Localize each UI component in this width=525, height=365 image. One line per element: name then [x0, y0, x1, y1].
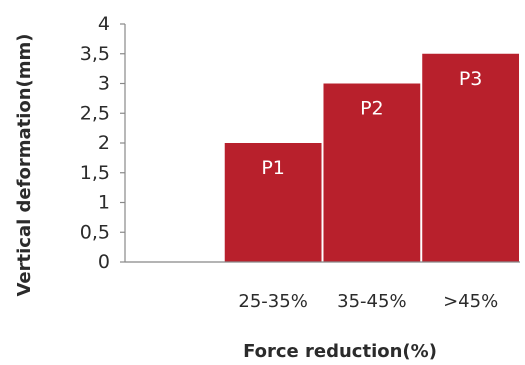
x-axis-category-labels: 25-35% 35-45% >45%: [238, 291, 498, 312]
y-tick-label: 2: [98, 132, 110, 154]
x-category-label: 35-45%: [337, 291, 406, 312]
bars: P1 P2 P3: [224, 53, 520, 262]
y-tick-label: 3: [98, 73, 110, 95]
y-tick-label: 3,5: [80, 43, 110, 65]
y-tick-label: 4: [98, 13, 110, 35]
y-tick-label: 2,5: [80, 102, 110, 124]
bar-p3: [422, 53, 520, 262]
y-tick-label: 0,5: [80, 221, 110, 243]
bar-p1: [224, 143, 322, 262]
x-axis-title: Force reduction(%): [243, 341, 437, 362]
y-axis-title: Vertical deformation(mm): [14, 33, 35, 296]
bar-label: P2: [360, 98, 384, 120]
y-axis-ticks: 0 0,5 1 1,5 2 2,5 3 3,5 4: [80, 13, 125, 273]
x-category-label: >45%: [443, 291, 498, 312]
y-tick-label: 1,5: [80, 162, 110, 184]
x-category-label: 25-35%: [238, 291, 307, 312]
bar-label: P3: [459, 68, 483, 90]
bar-p2: [323, 83, 421, 262]
y-tick-label: 0: [98, 251, 110, 273]
y-tick-label: 1: [98, 192, 110, 214]
bar-label: P1: [261, 157, 285, 179]
